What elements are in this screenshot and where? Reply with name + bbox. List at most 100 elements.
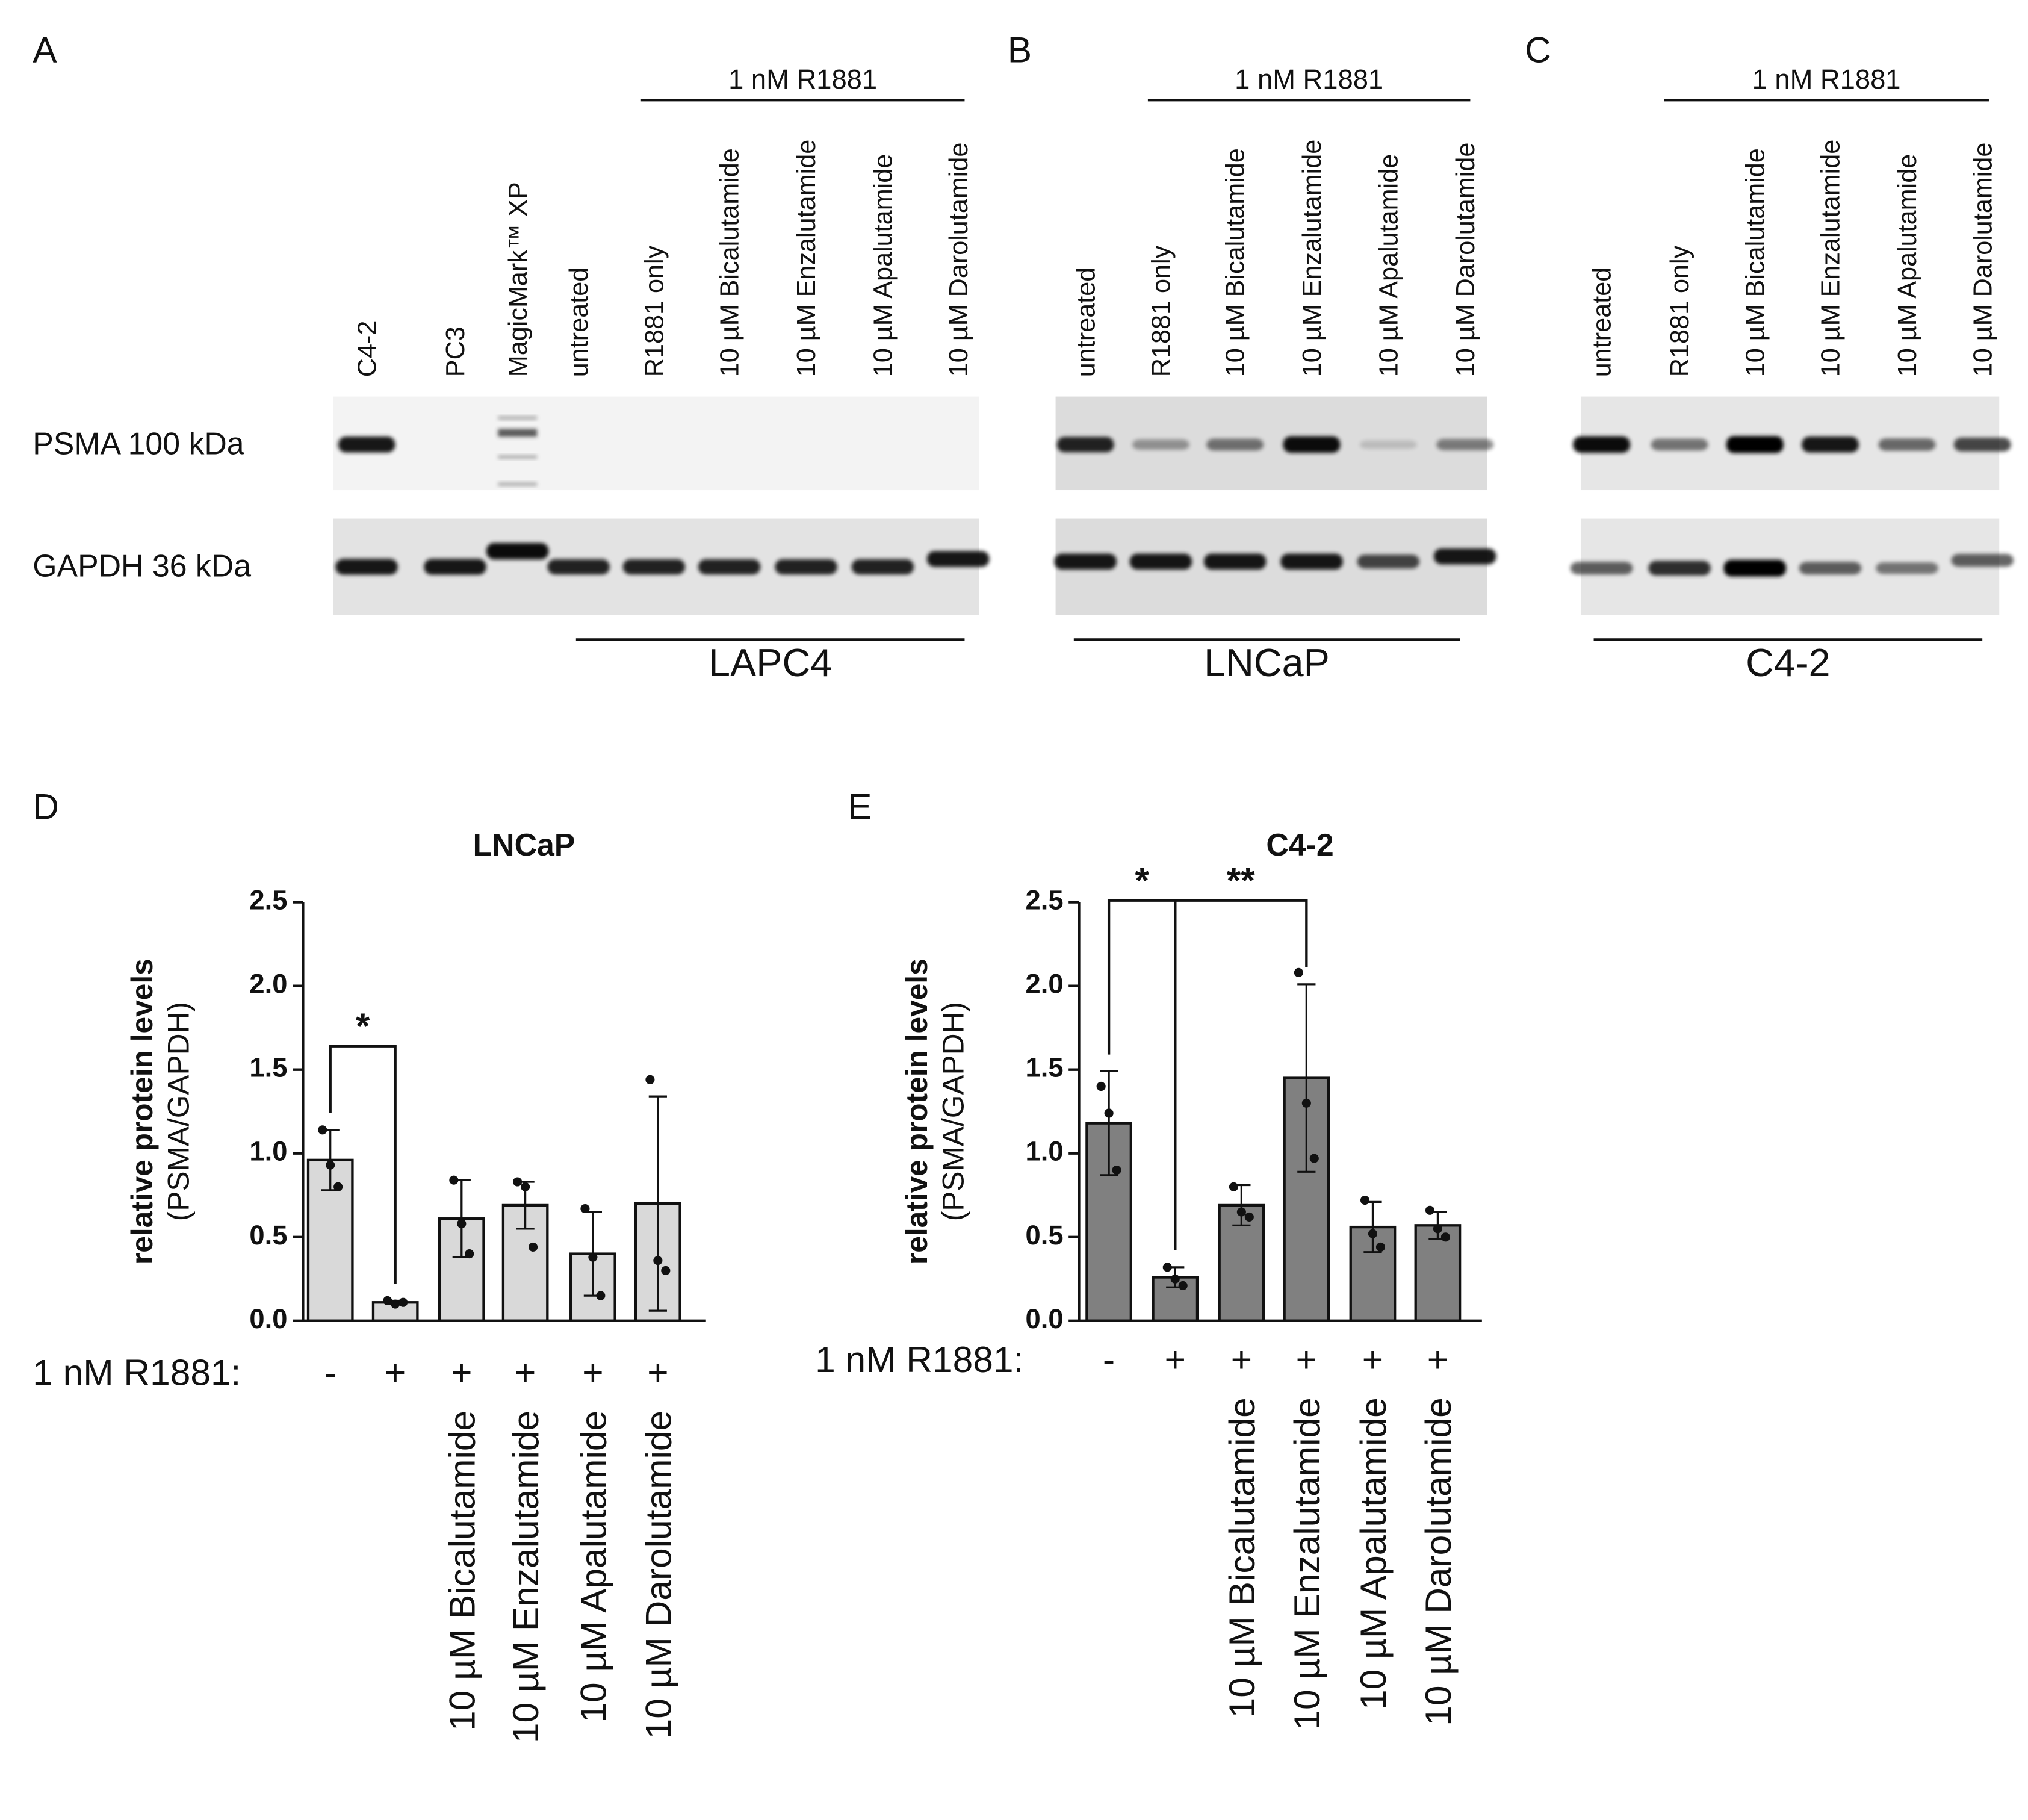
data-point — [457, 1219, 467, 1229]
psma-band — [1651, 438, 1708, 451]
y-tick-label: 0.0 — [249, 1303, 287, 1334]
data-point — [1309, 1154, 1319, 1163]
psma-band — [1132, 439, 1190, 450]
gapdh-band — [1648, 561, 1711, 576]
data-point — [391, 1299, 400, 1309]
data-point — [1104, 1108, 1114, 1118]
significance-bracket — [329, 1045, 397, 1284]
x-tick-label: 10 µM Darolutamide — [1418, 1397, 1459, 1726]
significance-label: * — [1135, 860, 1149, 901]
sign-label: + — [1427, 1339, 1448, 1380]
cell-line-label: LNCaP — [1204, 641, 1330, 685]
gapdh-band — [335, 559, 398, 575]
data-point — [1236, 1207, 1246, 1217]
gapdh-band — [486, 542, 549, 560]
psma-band — [1283, 436, 1341, 453]
gapdh-band — [622, 559, 686, 575]
row-label: 1 nM R1881: — [33, 1352, 241, 1393]
gapdh-band — [775, 559, 837, 575]
data-point — [398, 1297, 408, 1307]
data-point — [1425, 1205, 1435, 1215]
sign-label: + — [515, 1352, 536, 1393]
lane-label: C4-2 — [353, 321, 382, 377]
lane-label: R1881 only — [1147, 245, 1176, 377]
y-tick-label: 2.5 — [1026, 885, 1064, 916]
lane-label: 10 µM Bicalutamide — [1741, 148, 1770, 377]
gapdh-band — [1570, 562, 1633, 575]
row-label: 1 nM R1881: — [815, 1339, 1023, 1380]
data-point — [513, 1177, 523, 1187]
data-point — [1440, 1232, 1450, 1242]
gapdh-blot — [1055, 518, 1487, 615]
gapdh-band — [547, 559, 610, 575]
psma-band — [1953, 438, 2011, 452]
x-tick-label: 10 µM Bicalutamide — [441, 1411, 482, 1731]
gapdh-band — [1876, 562, 1938, 574]
y-tick-label: 1.0 — [1026, 1136, 1064, 1167]
lane-label: 10 µM Apalutamide — [869, 154, 898, 377]
lane-label: 10 µM Darolutamide — [1451, 143, 1480, 377]
psma-band — [1206, 438, 1264, 451]
x-tick-label: 10 µM Enzalutamide — [505, 1411, 546, 1743]
data-point — [653, 1256, 663, 1266]
gapdh-band — [424, 559, 486, 575]
treatment-label: 1 nM R1881 — [728, 64, 877, 95]
marker-band — [498, 429, 538, 437]
panel-letter: B — [1008, 30, 1032, 70]
marker-band — [498, 482, 538, 486]
psma-band — [1436, 439, 1494, 450]
lane-label: 10 µM Enzalutamide — [792, 140, 821, 377]
panel-letter: E — [848, 786, 872, 827]
x-tick-label: 10 µM Apalutamide — [1353, 1397, 1394, 1710]
significance-label: ** — [1227, 860, 1256, 901]
gapdh-band — [1357, 554, 1420, 569]
sign-label: + — [385, 1352, 406, 1393]
y-tick-label: 2.0 — [249, 969, 287, 999]
gapdh-band — [1054, 553, 1117, 570]
data-point — [645, 1075, 655, 1084]
y-tick-label: 2.0 — [1026, 969, 1064, 999]
y-axis-label: relative protein levels — [900, 958, 934, 1264]
gapdh-band — [1723, 559, 1787, 577]
significance-bracket — [1174, 899, 1308, 1251]
lane-label: untreated — [565, 267, 594, 377]
lane-label: 10 µM Darolutamide — [944, 143, 973, 377]
gapdh-band — [851, 559, 914, 575]
psma-band — [1572, 436, 1631, 453]
psma-band — [1878, 438, 1936, 451]
lane-label: R1881 only — [1666, 245, 1695, 377]
gapdh-band — [1799, 562, 1862, 575]
data-point — [326, 1160, 335, 1170]
psma-blot — [333, 396, 979, 491]
data-point — [1096, 1081, 1106, 1092]
panel-letter: A — [33, 30, 57, 70]
panel-letter: D — [33, 786, 59, 827]
data-point — [596, 1291, 606, 1300]
panel-letter: C — [1525, 30, 1551, 70]
psma-band — [1359, 440, 1417, 449]
data-point — [1301, 1098, 1311, 1108]
x-tick-label: 10 µM Bicalutamide — [1221, 1397, 1262, 1718]
data-point — [1170, 1274, 1180, 1284]
cell-line-label: LAPC4 — [709, 641, 832, 685]
sign-label: + — [582, 1352, 603, 1393]
data-point — [1368, 1229, 1378, 1238]
data-point — [1433, 1224, 1442, 1234]
gapdh-band — [698, 559, 761, 575]
lane-label: 10 µM Apalutamide — [1374, 154, 1403, 377]
sign-label: + — [1362, 1339, 1383, 1380]
data-point — [1229, 1182, 1238, 1191]
psma-band — [1802, 436, 1859, 453]
treatment-label: 1 nM R1881 — [1752, 64, 1901, 95]
chart-title: LNCaP — [473, 827, 575, 862]
lane-label: 10 µM Bicalutamide — [716, 148, 745, 377]
data-point — [318, 1125, 327, 1135]
y-tick-label: 1.5 — [1026, 1052, 1064, 1083]
lane-label: R1881 only — [640, 245, 669, 377]
lane-label: 10 µM Apalutamide — [1893, 154, 1922, 377]
sign-label: - — [1103, 1339, 1115, 1380]
data-point — [1294, 967, 1303, 977]
gapdh-band — [1433, 548, 1496, 565]
sign-label: + — [1231, 1339, 1252, 1380]
